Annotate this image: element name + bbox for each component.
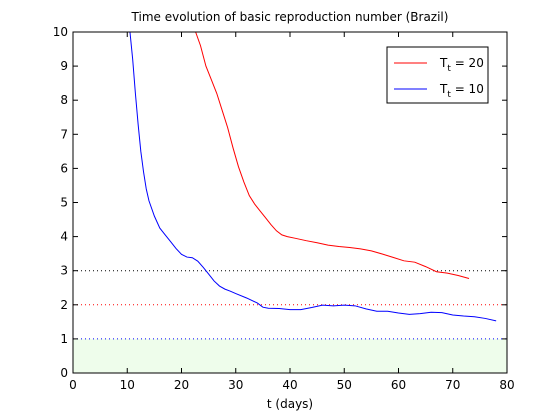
x-tick-label: 10 xyxy=(120,378,135,392)
x-tick-label: 0 xyxy=(69,378,77,392)
y-tick-label: 1 xyxy=(60,332,68,346)
x-tick-label: 70 xyxy=(445,378,460,392)
y-tick-label: 3 xyxy=(60,264,68,278)
legend-label-1: Tt = 20 xyxy=(439,56,484,74)
y-tick-label: 7 xyxy=(60,127,68,141)
y-tick-label: 0 xyxy=(60,366,68,380)
y-tick-label: 4 xyxy=(60,230,68,244)
shaded-band xyxy=(73,338,507,373)
y-tick-label: 9 xyxy=(60,59,68,73)
x-axis-label: t (days) xyxy=(267,397,313,411)
y-tick-label: 2 xyxy=(60,298,68,312)
plot-area: 0 10 20 30 40 50 60 70 80 0 1 2 3 4 5 6 7 8 9 10 Tt = 20 Tt =… xyxy=(53,25,515,392)
x-tick-label: 20 xyxy=(174,378,189,392)
x-tick-label: 80 xyxy=(499,378,514,392)
series-line-1 xyxy=(195,32,470,280)
y-tick-label: 5 xyxy=(60,196,68,210)
y-tick-label: 10 xyxy=(53,25,68,39)
legend-label-2: Tt = 10 xyxy=(439,82,484,100)
x-tick-label: 50 xyxy=(337,378,352,392)
series-line-2 xyxy=(129,32,497,322)
y-tick-label: 6 xyxy=(60,161,68,175)
chart-title: Time evolution of basic reproduction num… xyxy=(131,10,449,24)
x-tick-label: 60 xyxy=(391,378,406,392)
y-tick-label: 8 xyxy=(60,93,68,107)
x-tick-label: 40 xyxy=(282,378,297,392)
legend-box xyxy=(386,46,489,104)
x-tick-label: 30 xyxy=(228,378,243,392)
